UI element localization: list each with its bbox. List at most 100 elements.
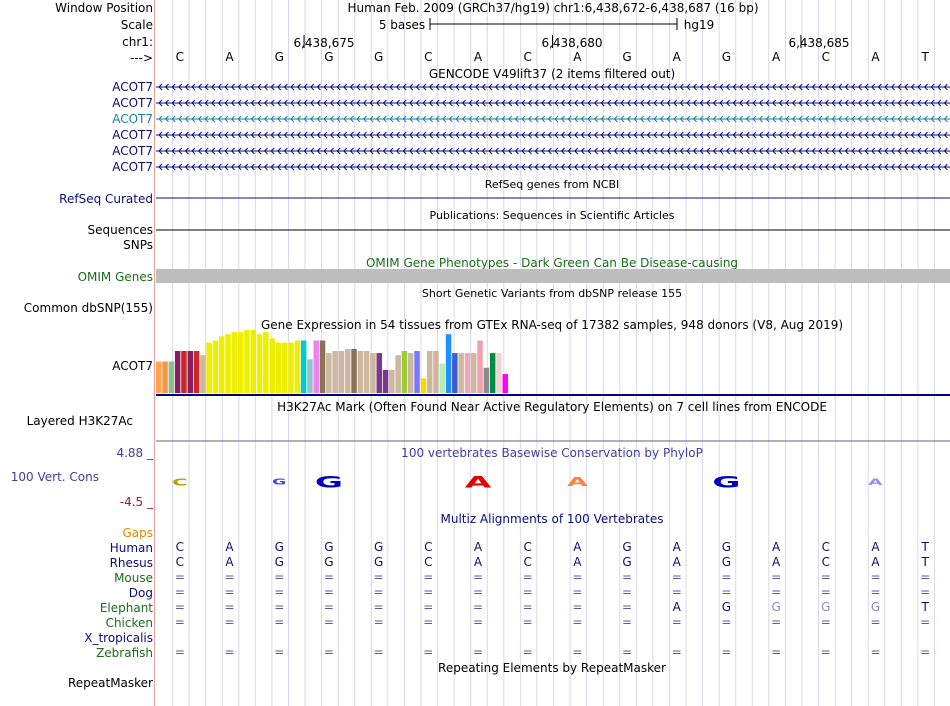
snps-track-label[interactable]: SNPs	[123, 238, 153, 252]
alignment-base: T	[920, 600, 929, 614]
cons-min-label: -4.5 _	[119, 495, 153, 509]
gene-strand-chevrons	[158, 115, 948, 123]
alignment-base: =	[423, 585, 433, 599]
refseq-track-title[interactable]: RefSeq genes from NCBI	[484, 178, 620, 191]
gtex-tissue-bar	[307, 359, 313, 393]
cons-track-label[interactable]: 100 Vert. Cons	[10, 470, 99, 484]
alignment-base: T	[920, 555, 929, 569]
gtex-track-title[interactable]: Gene Expression in 54 tissues from GTEx …	[260, 318, 844, 332]
repeatmasker-track-title[interactable]: Repeating Elements by RepeatMasker	[438, 661, 666, 675]
dbsnp-track-title[interactable]: Short Genetic Variants from dbSNP releas…	[421, 287, 683, 300]
alignment-base: =	[622, 615, 632, 629]
alignment-base: =	[374, 615, 384, 629]
gtex-tissue-bar	[401, 351, 408, 393]
alignment-base: G	[722, 540, 731, 554]
gtex-tissue-bar	[200, 355, 206, 393]
omim-track-label[interactable]: OMIM Genes	[77, 270, 153, 284]
alignment-base: =	[225, 645, 235, 659]
gtex-tissue-bar	[363, 351, 370, 393]
gencode-gene-label[interactable]: ACOT7	[112, 96, 153, 110]
alignment-base: =	[374, 645, 384, 659]
alignment-base: =	[523, 585, 533, 599]
gtex-tissue-bar	[408, 353, 414, 393]
alignment-base: =	[324, 570, 334, 584]
alignment-base: =	[622, 570, 632, 584]
h3k27ac-track-label[interactable]: Layered H3K27Ac	[26, 414, 133, 428]
gtex-tissue-bar	[445, 334, 452, 393]
alignment-base: =	[870, 645, 880, 659]
publications-track-title[interactable]: Publications: Sequences in Scientific Ar…	[429, 209, 675, 222]
gtex-tissue-bar	[219, 336, 225, 393]
alignment-base: =	[473, 615, 483, 629]
window-position-value: Human Feb. 2009 (GRCh37/hg19) chr1:6,438…	[347, 1, 759, 15]
multiz-track-title[interactable]: Multiz Alignments of 100 Vertebrates	[440, 512, 664, 526]
alignment-base: C	[523, 540, 531, 554]
gtex-tissue-bar	[300, 340, 307, 393]
gtex-tissue-bar	[294, 340, 301, 393]
gencode-track-title[interactable]: GENCODE V49lift37 (2 items filtered out)	[428, 67, 676, 81]
alignment-base: G	[275, 555, 284, 569]
gtex-tissue-bar	[433, 351, 439, 393]
alignment-base: A	[673, 600, 682, 614]
alignment-base: =	[920, 645, 930, 659]
alignment-base: A	[474, 555, 483, 569]
gtex-tissue-bar	[156, 361, 162, 393]
alignment-base: =	[225, 585, 235, 599]
alignment-base: =	[672, 645, 682, 659]
alignment-base: C	[424, 555, 432, 569]
alignment-base: =	[274, 645, 284, 659]
gencode-gene-label[interactable]: ACOT7	[112, 80, 153, 94]
gtex-tissue-bar	[439, 363, 445, 393]
species-label-xtropicalis: X_tropicalis	[84, 631, 153, 645]
alignment-base: A	[225, 540, 234, 554]
repeatmasker-track-label[interactable]: RepeatMasker	[67, 676, 153, 690]
base-grid	[172, 0, 935, 706]
gtex-tissue-bar	[282, 342, 288, 393]
h3k27ac-track-title[interactable]: H3K27Ac Mark (Often Found Near Active Re…	[277, 400, 827, 414]
base-letter: A	[871, 50, 880, 64]
gtex-tissue-bar	[319, 340, 326, 393]
alignment-base: =	[920, 585, 930, 599]
gencode-gene-label[interactable]: ACOT7	[112, 144, 153, 158]
gaps-label[interactable]: Gaps	[122, 526, 153, 540]
gtex-tissue-bar	[496, 353, 502, 393]
gene-strand-chevrons	[158, 131, 948, 139]
gencode-gene-label[interactable]: ACOT7	[112, 128, 153, 142]
alignment-base: A	[673, 540, 682, 554]
gtex-tissue-bar	[477, 340, 483, 393]
gencode-gene-label[interactable]: ACOT7	[112, 160, 153, 174]
alignment-base: =	[622, 600, 632, 614]
conservation-logo-letter: A	[567, 475, 588, 489]
omim-track-title[interactable]: OMIM Gene Phenotypes - Dark Green Can Be…	[365, 256, 739, 270]
conservation-logo-letter: A	[868, 478, 883, 487]
publications-track-label[interactable]: Sequences	[87, 223, 153, 237]
gtex-tissue-bar	[174, 351, 181, 393]
alignment-base: =	[523, 615, 533, 629]
gtex-tissue-bar	[263, 332, 269, 393]
alignment-base: =	[374, 585, 384, 599]
alignment-base: =	[771, 645, 781, 659]
alignment-base: G	[622, 555, 631, 569]
conservation-logo-letter: G	[315, 473, 343, 491]
alignment-base: =	[622, 585, 632, 599]
alignment-base: =	[473, 645, 483, 659]
alignment-base: =	[225, 570, 235, 584]
gtex-tissue-bar	[370, 353, 376, 393]
alignment-base: =	[274, 585, 284, 599]
cons-track-title[interactable]: 100 vertebrates Basewise Conservation by…	[401, 446, 703, 460]
gtex-tissue-bar	[502, 374, 508, 393]
gtex-tissue-bar	[351, 348, 357, 393]
chrom-label: chr1:	[122, 35, 153, 49]
dbsnp-track-label[interactable]: Common dbSNP(155)	[23, 301, 153, 315]
gencode-gene-label[interactable]: ACOT7	[112, 112, 153, 126]
alignment-base: =	[523, 600, 533, 614]
gtex-tissue-bar	[256, 334, 263, 393]
gtex-track-label[interactable]: ACOT7	[112, 359, 153, 373]
alignment-base: C	[822, 555, 830, 569]
alignment-base: =	[821, 585, 831, 599]
refseq-track-label[interactable]: RefSeq Curated	[59, 192, 153, 206]
alignment-base: A	[225, 555, 234, 569]
scale-label: Scale	[120, 18, 153, 32]
gene-strand-chevrons	[158, 147, 948, 155]
alignment-base: G	[324, 540, 333, 554]
